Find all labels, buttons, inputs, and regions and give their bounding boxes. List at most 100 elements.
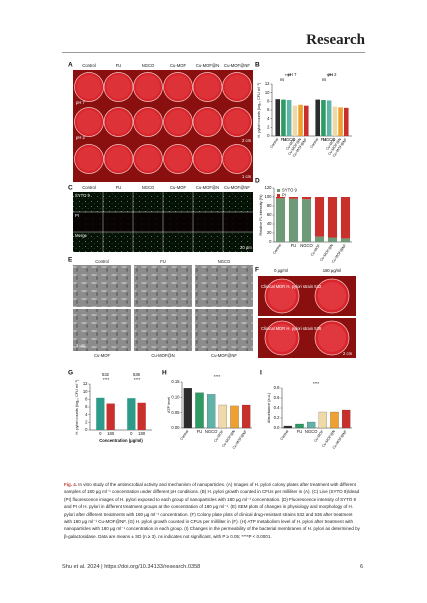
y-tick-label: 10 <box>265 90 270 95</box>
y-tick-label: 40 <box>267 221 272 226</box>
y-tick-label: 10 <box>83 389 88 394</box>
column-label: Cu-MOF@NF <box>224 63 250 68</box>
x-tick-label: FU <box>197 429 203 434</box>
bar <box>137 402 146 430</box>
bar <box>241 404 251 429</box>
row-label: Clinical MDR H. pylori strain 536 <box>261 326 322 331</box>
x-tick-label: NGCO <box>283 137 296 142</box>
bar-segment <box>301 199 312 242</box>
x-tick-label: Control <box>269 137 279 149</box>
bar <box>318 411 328 429</box>
column-label: Control <box>95 259 109 264</box>
x-axis-title: Concentration (μg/ml) <box>99 438 143 443</box>
significance: **** <box>134 377 141 382</box>
x-tick-label: FU <box>297 429 303 434</box>
scale-bar: 1 μm <box>76 343 86 348</box>
y-tick-label: 0 <box>85 427 88 432</box>
panel-label: C <box>68 185 73 192</box>
x-tick-label: NGCO <box>305 429 318 434</box>
y-tick-label: 6 <box>85 404 88 409</box>
bar-segment <box>275 197 286 199</box>
row-label: pH 2 <box>76 135 86 140</box>
bar <box>286 100 292 136</box>
x-tick-label: Cu-MOF <box>285 137 297 151</box>
y-tick-label: 2 <box>85 419 88 424</box>
legend-swatch <box>277 194 280 197</box>
page-number: 6 <box>360 564 364 570</box>
bar <box>183 388 193 429</box>
y-tick-label: 4 <box>267 116 270 121</box>
column-label: Cu-MOF <box>170 185 186 190</box>
bar-segment <box>288 197 299 199</box>
x-tick-label: Cu-MOF <box>325 137 337 151</box>
bar <box>106 403 115 430</box>
header-rule <box>62 52 365 53</box>
bar <box>344 107 349 136</box>
panel-label: G <box>68 370 73 377</box>
sem-image <box>134 265 192 307</box>
bar <box>298 104 303 136</box>
group-label: pH 2 <box>328 72 338 77</box>
column-label: Cu-MOF@N <box>196 185 219 190</box>
significance: **** <box>103 377 110 382</box>
bar <box>275 99 280 136</box>
bar-segment <box>327 197 338 238</box>
x-tick-label: 0 <box>99 431 102 436</box>
y-axis-title: H. pylori counts (log₁₀ CFU ml⁻¹) <box>257 82 261 138</box>
column-label: Control <box>82 63 96 68</box>
group-label: 532 <box>102 372 110 377</box>
legend-swatch <box>277 189 280 192</box>
y-tick-label: 120 <box>265 185 273 190</box>
x-tick-label: FU <box>321 137 327 142</box>
panel-label: E <box>68 257 73 264</box>
y-axis-title: H. pylori counts (log₁₀ CFU ml⁻¹) <box>75 379 79 435</box>
y-tick-label: 6 <box>267 107 270 112</box>
column-label: Cu-MOF@NF <box>224 185 250 190</box>
y-tick-label: 0.0 <box>274 425 280 430</box>
x-tick-label: 180 <box>138 431 146 436</box>
journal-name: Research <box>306 32 365 48</box>
column-label: Cu-MOF <box>94 353 110 358</box>
scale-bar: 20 μm <box>240 245 252 250</box>
column-label: 0 μg/ml <box>274 268 288 273</box>
legend-label: SYTO 9 <box>282 188 297 193</box>
panel-label: H <box>162 370 167 377</box>
column-label: Control <box>82 185 96 190</box>
y-tick-label: 8 <box>267 98 270 103</box>
bar <box>230 405 239 429</box>
scale-bar: 1 cm <box>242 174 252 179</box>
column-label: FU <box>116 185 122 190</box>
bar <box>292 105 298 136</box>
y-axis-title: ATP level <box>167 397 171 413</box>
x-tick-label: Cu-MOF <box>213 429 225 443</box>
scale-bar: 2 cm <box>343 351 353 356</box>
column-label: Cu-MOF@N <box>151 353 174 358</box>
bar <box>283 425 293 429</box>
bar <box>341 409 351 429</box>
bar <box>206 394 216 429</box>
y-tick-label: 60 <box>267 212 272 217</box>
y-tick-label: 2 <box>267 124 270 129</box>
y-tick-label: 8 <box>85 396 88 401</box>
y-tick-label: 0.15 <box>171 379 180 384</box>
y-tick-label: 0.2 <box>274 415 280 420</box>
x-tick-label: Control <box>280 429 290 441</box>
column-label: Cu-MOF@NF <box>211 353 237 358</box>
y-tick-label: 0 <box>267 133 270 138</box>
group-label: 536 <box>133 372 141 377</box>
y-tick-label: 12 <box>265 81 270 86</box>
bar <box>306 421 316 429</box>
x-tick-label: Control <box>180 429 190 441</box>
y-tick-label: 4 <box>85 412 88 417</box>
significance: **** <box>327 73 334 78</box>
x-tick-label: NGCO <box>300 243 313 248</box>
significance: **** <box>285 73 292 78</box>
sem-image <box>134 309 192 351</box>
x-tick-label: 180 <box>107 431 115 436</box>
column-label: FU <box>160 259 166 264</box>
y-tick-label: 100 <box>265 194 273 199</box>
caption-label: Fig. 4. <box>64 482 78 487</box>
y-tick-label: 0.05 <box>171 410 180 415</box>
